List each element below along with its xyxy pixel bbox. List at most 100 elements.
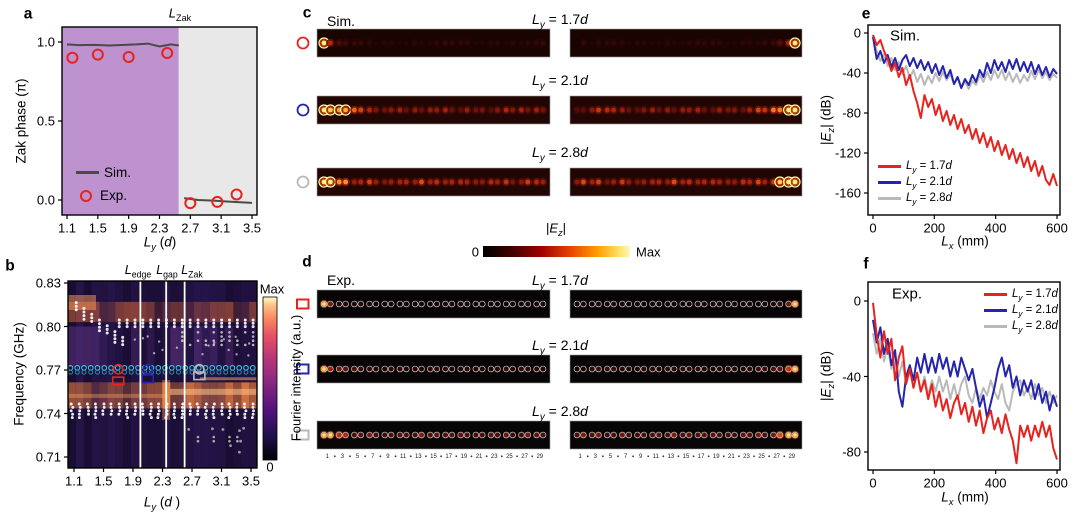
gfx-shape (328, 433, 333, 437)
b-x-tick-label: 3.1 (212, 473, 231, 489)
gfx-shape (351, 300, 358, 308)
d-site-number: 27 (521, 454, 528, 460)
gfx-shape (525, 179, 531, 185)
gfx-shape (457, 365, 464, 373)
gfx-shape (196, 412, 200, 416)
gfx-shape (679, 300, 687, 308)
gfx-shape (448, 365, 456, 373)
gfx-shape (228, 339, 231, 343)
gfx-shape (141, 412, 145, 416)
e-y-tick-label: -120 (834, 145, 861, 161)
panel-b-heatmap (68, 281, 257, 468)
a-legend-exp: Exp. (80, 189, 127, 203)
gfx-shape (403, 300, 410, 308)
gfx-shape (519, 107, 524, 113)
gfx-shape (97, 325, 101, 329)
gfx-shape (457, 300, 464, 308)
gfx-shape (204, 402, 208, 406)
f-y-tick-label: -40 (842, 369, 861, 384)
f-y-axis-title: |Ez| (dB) (818, 350, 837, 402)
gfx-shape (201, 382, 210, 409)
gfx-shape (102, 405, 106, 409)
gfx-shape (110, 409, 114, 413)
gfx-shape (540, 179, 546, 185)
gfx-shape (178, 382, 187, 409)
gfx-shape (412, 40, 418, 46)
gfx-shape (761, 365, 769, 373)
gfx-shape (518, 431, 525, 439)
gfx-shape (125, 318, 129, 322)
e-corner-label: Sim. (890, 27, 920, 45)
ez-colorbar-max: Max (636, 244, 661, 260)
gfx-shape (201, 326, 210, 368)
gfx-shape (867, 24, 1061, 216)
gfx-shape (140, 402, 144, 406)
f-y-tick-label: 0 (853, 293, 861, 309)
gfx-shape (502, 300, 510, 308)
gfx-shape (157, 321, 161, 325)
gfx-shape (342, 431, 349, 439)
gfx-shape (236, 339, 239, 343)
a-exp-point (91, 48, 104, 61)
gfx-shape (755, 40, 761, 46)
gfx-shape (419, 40, 424, 46)
gfx-shape (328, 40, 333, 46)
gfx-shape (694, 431, 702, 439)
gfx-shape (146, 382, 155, 409)
gfx-shape (216, 369, 222, 375)
f-x-tick-label: 400 (984, 475, 1007, 491)
gfx-shape (105, 331, 109, 335)
gfx-shape (343, 107, 348, 113)
d-site-number: 25 (758, 454, 765, 460)
f-x-tick-label: 0 (869, 475, 877, 491)
gfx-shape (595, 300, 602, 308)
gfx-shape (679, 431, 687, 439)
gfx-shape (196, 325, 200, 329)
gfx-shape (510, 179, 516, 185)
gfx-shape (387, 365, 395, 373)
gfx-shape (113, 333, 117, 337)
panel-d-strips: 1 3 5 7 9 11 13 15 17 19 21 23 25 27 29 1 3 5 7 9 11 13 15 17 19… (296, 289, 803, 460)
gfx-shape (686, 107, 692, 113)
gfx-shape (503, 107, 509, 113)
gfx-shape (196, 409, 200, 413)
sim-line-sample (76, 171, 99, 175)
gfx-shape (580, 300, 587, 308)
gfx-shape (225, 326, 234, 368)
gfx-shape (204, 343, 208, 347)
gfx-shape (149, 416, 153, 420)
gfx-shape (133, 338, 136, 341)
a-x-axis-title: Ly (d) (143, 234, 177, 253)
gfx-shape (223, 369, 229, 375)
gfx-shape (251, 325, 255, 329)
gfx-shape (589, 40, 595, 46)
red-line-sample (984, 293, 1007, 297)
gfx-shape (95, 369, 100, 375)
gfx-shape (252, 409, 255, 413)
gfx-shape (534, 179, 539, 185)
gfx-shape (125, 409, 129, 413)
gfx-shape (442, 431, 449, 439)
gfx-shape (228, 412, 232, 416)
gfx-shape (455, 455, 458, 458)
gfx-shape (603, 365, 611, 373)
gfx-shape (502, 431, 510, 439)
a-x-tick-label: 1.1 (57, 220, 77, 236)
gfx-shape (131, 301, 139, 323)
gfx-shape (479, 107, 485, 113)
gfx-shape (217, 301, 226, 323)
gfx-shape (243, 405, 246, 409)
d-site-number: 11 (653, 454, 660, 460)
gfx-shape (725, 179, 731, 185)
gfx-shape (619, 300, 626, 308)
gfx-shape (117, 318, 121, 322)
a-legend-exp-label: Exp. (100, 188, 128, 203)
gfx-shape (109, 405, 113, 409)
gfx-shape (194, 301, 202, 323)
gfx-shape (603, 300, 611, 308)
gfx-shape (655, 365, 663, 373)
gfx-shape (479, 40, 485, 46)
gfx-shape (709, 431, 717, 439)
gfx-shape (156, 405, 160, 409)
